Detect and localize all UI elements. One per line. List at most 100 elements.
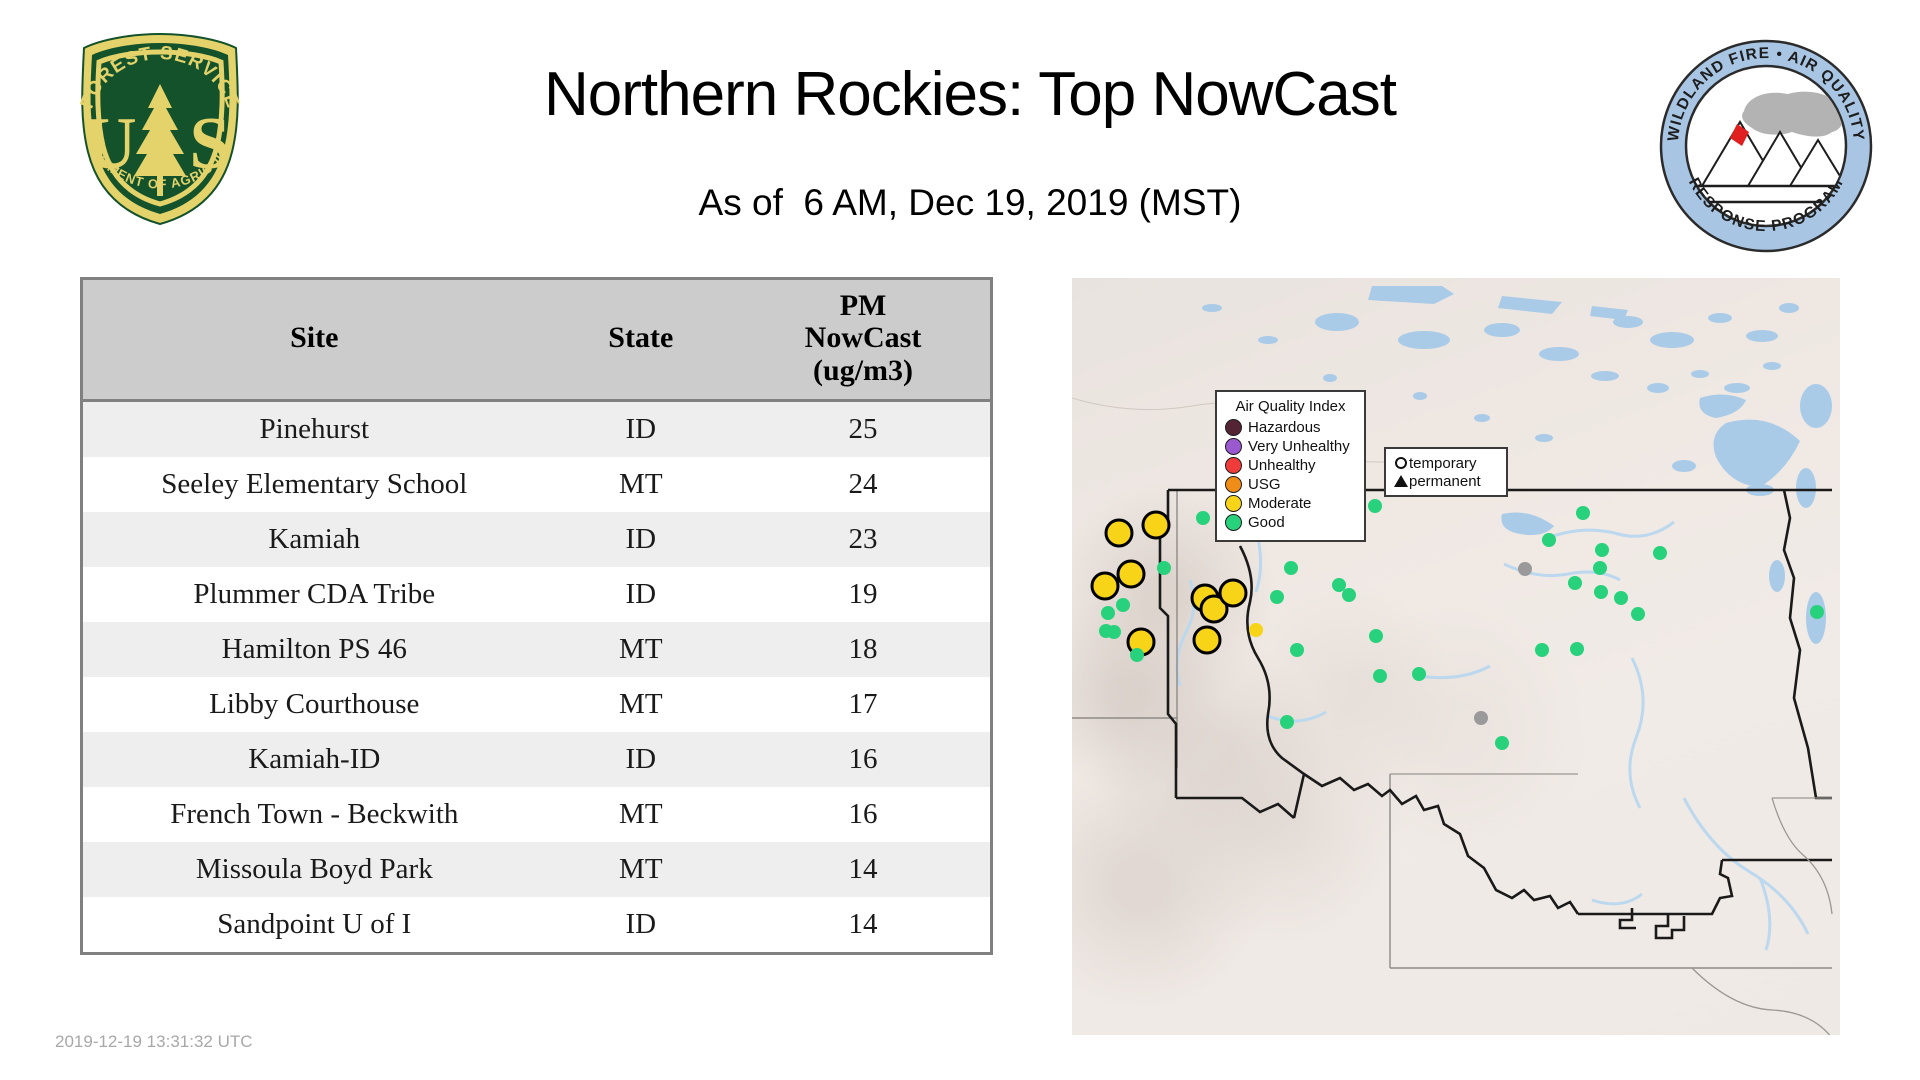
nowcast-table: Site State PM NowCast (ug/m3) Pinehurst I… [83, 280, 990, 953]
cell-site: Pinehurst [259, 413, 370, 446]
cell-state: MT [619, 798, 663, 831]
aqi-legend-item: Hazardous [1225, 418, 1356, 437]
monitor-dot[interactable] [1249, 623, 1263, 637]
monitor-dot[interactable] [1218, 578, 1248, 608]
aqi-legend-item: Good [1225, 513, 1356, 532]
monitor-dot[interactable] [1290, 643, 1304, 657]
cell-state: MT [619, 688, 663, 721]
monitor-dot[interactable] [1568, 576, 1582, 590]
cell-state: ID [625, 743, 657, 776]
aqi-swatch-icon [1225, 438, 1242, 455]
site-type-temporary-label: temporary [1409, 454, 1477, 472]
monitor-dot[interactable] [1593, 561, 1607, 575]
table-header: Site State PM NowCast (ug/m3) [83, 280, 990, 403]
cell-site: Plummer CDA Tribe [193, 578, 436, 611]
cell-pm-nowcast: 19 [848, 578, 878, 611]
county-lines [1072, 490, 1832, 969]
monitor-dot[interactable] [1570, 642, 1584, 656]
cell-state: MT [619, 633, 663, 666]
monitor-dot[interactable] [1535, 643, 1549, 657]
cell-pm-nowcast: 14 [848, 908, 878, 941]
table-row: Pinehurst ID 25 [83, 400, 990, 458]
cell-site: Seeley Elementary School [161, 468, 468, 501]
aqi-swatch-icon [1225, 419, 1242, 436]
cell-site: Missoula Boyd Park [195, 853, 433, 886]
monitor-dot[interactable] [1280, 715, 1294, 729]
cell-pm-nowcast: 18 [848, 633, 878, 666]
monitor-dot[interactable] [1594, 585, 1608, 599]
table-row: Kamiah ID 23 [83, 512, 990, 568]
monitor-dot[interactable] [1107, 625, 1121, 639]
monitor-dot[interactable] [1369, 629, 1383, 643]
monitor-dot[interactable] [1518, 562, 1532, 576]
footer-timestamp: 2019-12-19 13:31:32 UTC [55, 1032, 253, 1051]
monitor-dot[interactable] [1192, 625, 1222, 655]
monitor-dot[interactable] [1474, 711, 1488, 725]
aqi-legend-title: Air Quality Index [1235, 398, 1346, 415]
monitor-dot[interactable] [1653, 546, 1667, 560]
monitor-dot[interactable] [1614, 591, 1628, 605]
cell-pm-nowcast: 24 [848, 468, 878, 501]
map-vector-layer [1072, 286, 1833, 1035]
flame-icon [1730, 124, 1749, 146]
column-header-pm-line3: (ug/m3) [813, 353, 914, 387]
monitor-dot[interactable] [1810, 605, 1824, 619]
aqi-legend-label: Hazardous [1248, 419, 1321, 436]
monitor-dot[interactable] [1342, 588, 1356, 602]
column-header-site: Site [83, 280, 546, 403]
monitor-dot[interactable] [1576, 506, 1590, 520]
monitor-dot[interactable] [1116, 559, 1146, 589]
monitor-dot[interactable] [1412, 667, 1426, 681]
table-row: Hamilton PS 46 MT 18 [83, 622, 990, 678]
site-type-legend: temporary permanent [1384, 447, 1508, 497]
water-bodies [1202, 286, 1832, 644]
monitor-dot[interactable] [1130, 648, 1144, 662]
cell-state: ID [625, 413, 657, 446]
cell-site: French Town - Beckwith [170, 798, 459, 831]
usfs-letter-u: U [83, 103, 136, 185]
cell-pm-nowcast: 23 [848, 523, 878, 556]
cell-site: Sandpoint U of I [217, 908, 412, 941]
permanent-triangle-icon [1392, 475, 1409, 487]
aqi-legend-item: Moderate [1225, 494, 1356, 513]
monitor-dot[interactable] [1101, 606, 1115, 620]
cell-pm-nowcast: 16 [848, 798, 878, 831]
aqi-legend-label: Good [1248, 514, 1285, 531]
rivers [1175, 520, 1810, 951]
monitor-dot[interactable] [1542, 533, 1556, 547]
column-header-pm-line1: PM [839, 289, 887, 322]
table-header-row: Site State PM NowCast (ug/m3) [83, 280, 990, 403]
smoke-plume [1742, 91, 1844, 137]
monitor-dot[interactable] [1270, 590, 1284, 604]
table-row: Plummer CDA Tribe ID 19 [83, 567, 990, 623]
monitor-dot[interactable] [1141, 510, 1171, 540]
monitor-dot[interactable] [1631, 607, 1645, 621]
monitor-dot[interactable] [1196, 511, 1210, 525]
aqi-legend-item: USG [1225, 475, 1356, 494]
pine-tree-icon [134, 84, 186, 196]
cell-pm-nowcast: 16 [848, 743, 878, 776]
monitor-dot[interactable] [1116, 598, 1130, 612]
table-row: French Town - Beckwith MT 16 [83, 787, 990, 843]
monitor-dot[interactable] [1595, 543, 1609, 557]
monitor-dot[interactable] [1104, 518, 1134, 548]
site-type-permanent: permanent [1392, 472, 1500, 490]
air-quality-map[interactable]: Air Quality Index Hazardous Very Unhealth… [1072, 278, 1840, 1035]
usfs-letter-s: S [189, 103, 230, 185]
monitor-dot[interactable] [1368, 499, 1382, 513]
cell-state: ID [625, 908, 657, 941]
monitor-dot[interactable] [1284, 561, 1298, 575]
cell-site: Kamiah [268, 523, 361, 556]
monitor-dot[interactable] [1090, 571, 1120, 601]
forest-service-shield-icon: FOREST SERVICE DEPARTMENT OF AGRICULTURE… [55, 16, 260, 228]
column-header-pm-nowcast: PM NowCast (ug/m3) [736, 280, 990, 403]
monitor-dot[interactable] [1495, 736, 1509, 750]
aqi-legend-label: Moderate [1248, 495, 1312, 512]
column-header-state: State [545, 280, 737, 403]
monitor-dot[interactable] [1373, 669, 1387, 683]
aqi-legend-item: Unhealthy [1225, 456, 1356, 475]
monitor-dot[interactable] [1332, 578, 1346, 592]
table-row: Missoula Boyd Park MT 14 [83, 842, 990, 898]
cell-pm-nowcast: 25 [848, 413, 878, 446]
monitor-dot[interactable] [1157, 561, 1171, 575]
